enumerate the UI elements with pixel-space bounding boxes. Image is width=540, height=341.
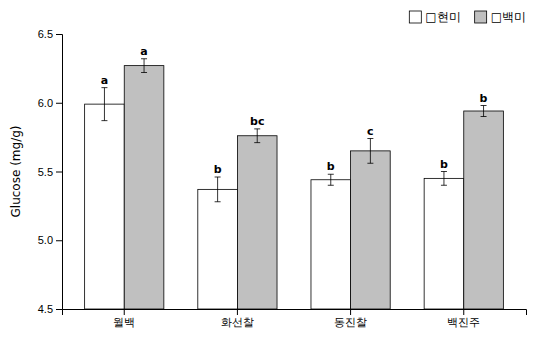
x-tick: 동진찰 [334,309,367,328]
x-tick: 화선찰 [221,309,254,328]
legend-label: □현미 [425,10,460,24]
tick-label: 화선찰 [221,316,254,328]
y-tick: 6.0 [38,97,62,109]
tick-mark [56,309,62,310]
bar [424,178,464,309]
legend-swatch [475,11,487,23]
annotation: c [367,125,374,138]
bars [85,59,504,309]
tick-mark [124,309,125,315]
tick-label: 6.0 [38,97,53,109]
error-bar [254,129,260,143]
y-tick: 5.0 [38,234,62,246]
y-axis-title: Glucose (mg/g) [9,126,23,218]
annotation: b [480,92,488,105]
tick-mark [56,103,62,104]
bar [464,111,504,309]
y-tick: 6.5 [38,28,62,40]
bar [351,151,391,309]
tick-mark [463,309,464,315]
chart: 4.5 5.0 5.5 6.0 6.5 월백 화선찰 동진찰 백진주 a b b b a bc c b Gluco… [0,0,540,341]
annotations: a b b b a bc c b [101,45,488,176]
annotation: a [101,74,108,87]
legend-label: □백미 [491,10,526,24]
tick-label: 5.0 [38,234,53,246]
x-tick: 월백 [113,309,135,328]
error-bar [215,177,221,202]
x-axis: 월백 화선찰 동진찰 백진주 [63,309,527,328]
error-bar [141,59,147,73]
tick-mark [237,309,238,315]
legend-swatch [409,11,421,23]
error-bar [101,88,107,121]
tick-mark [56,240,62,241]
error-bar [441,172,447,186]
tick-label: 5.5 [38,166,53,178]
x-tick: 백진주 [447,309,480,328]
tick-label: 6.5 [38,28,53,40]
axis-domain [63,310,527,316]
tick-label: 백진주 [447,316,480,328]
error-bar [481,106,487,117]
annotation: b [440,158,448,171]
tick-mark [56,34,62,35]
error-bar [367,139,373,164]
series [124,59,503,309]
y-axis: 4.5 5.0 5.5 6.0 6.5 [38,28,63,315]
legend: □현미 □백미 [409,10,526,24]
tick-label: 4.5 [38,303,53,315]
legend-item: □현미 [409,10,460,24]
legend-item: □백미 [475,10,526,24]
plot: 4.5 5.0 5.5 6.0 6.5 월백 화선찰 동진찰 백진주 a b b b a bc c b [38,28,527,328]
error-bar [328,174,334,185]
tick-mark [350,309,351,315]
annotation: b [327,160,335,173]
tick-label: 동진찰 [334,316,367,328]
bar [198,189,238,309]
bar [237,136,277,309]
annotation: bc [250,115,264,128]
y-tick: 5.5 [38,166,62,178]
bar [85,104,125,309]
bar [311,180,351,309]
annotation: b [214,163,222,176]
tick-label: 월백 [113,316,135,328]
axis-domain [56,35,63,310]
annotation: a [140,45,147,58]
tick-mark [56,172,62,173]
bar [124,66,164,309]
y-tick: 4.5 [38,303,62,315]
